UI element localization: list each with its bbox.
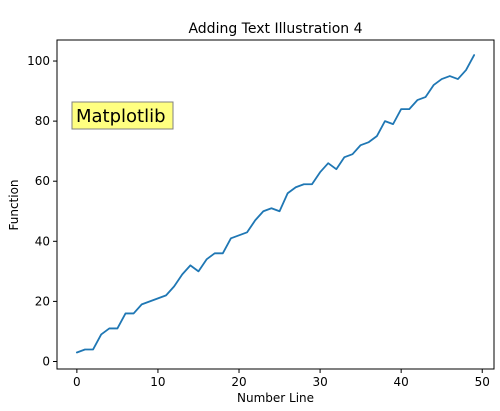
annotation-box-bg: [71, 101, 174, 130]
y-axis-ticks: 0 20 40 60 80 100: [27, 54, 57, 368]
x-tick-label: 40: [394, 375, 409, 389]
y-axis-label: Function: [7, 179, 21, 230]
y-tick-label: 60: [35, 174, 50, 188]
y-tick-label: 40: [35, 234, 50, 248]
chart-title: Adding Text Illustration 4: [188, 21, 362, 37]
y-tick-label: 0: [42, 354, 50, 368]
x-axis-ticks: 0 10 20 30 40 50: [73, 369, 490, 389]
x-tick-label: 50: [475, 375, 490, 389]
series-line-0: [75, 54, 476, 354]
annotation-box: Matplotlib: [71, 101, 174, 130]
x-tick-label: 30: [312, 375, 327, 389]
y-tick-label: 20: [35, 294, 50, 308]
y-tick-label: 80: [35, 114, 50, 128]
x-tick-label: 20: [231, 375, 246, 389]
y-tick-label: 100: [27, 54, 50, 68]
plot-area-frame: [56, 39, 495, 370]
x-tick-label: 10: [150, 375, 165, 389]
x-tick-label: 0: [73, 375, 81, 389]
x-axis-label: Number Line: [237, 391, 314, 405]
series-layer: [75, 54, 476, 354]
annotation-text: Matplotlib: [76, 106, 166, 127]
